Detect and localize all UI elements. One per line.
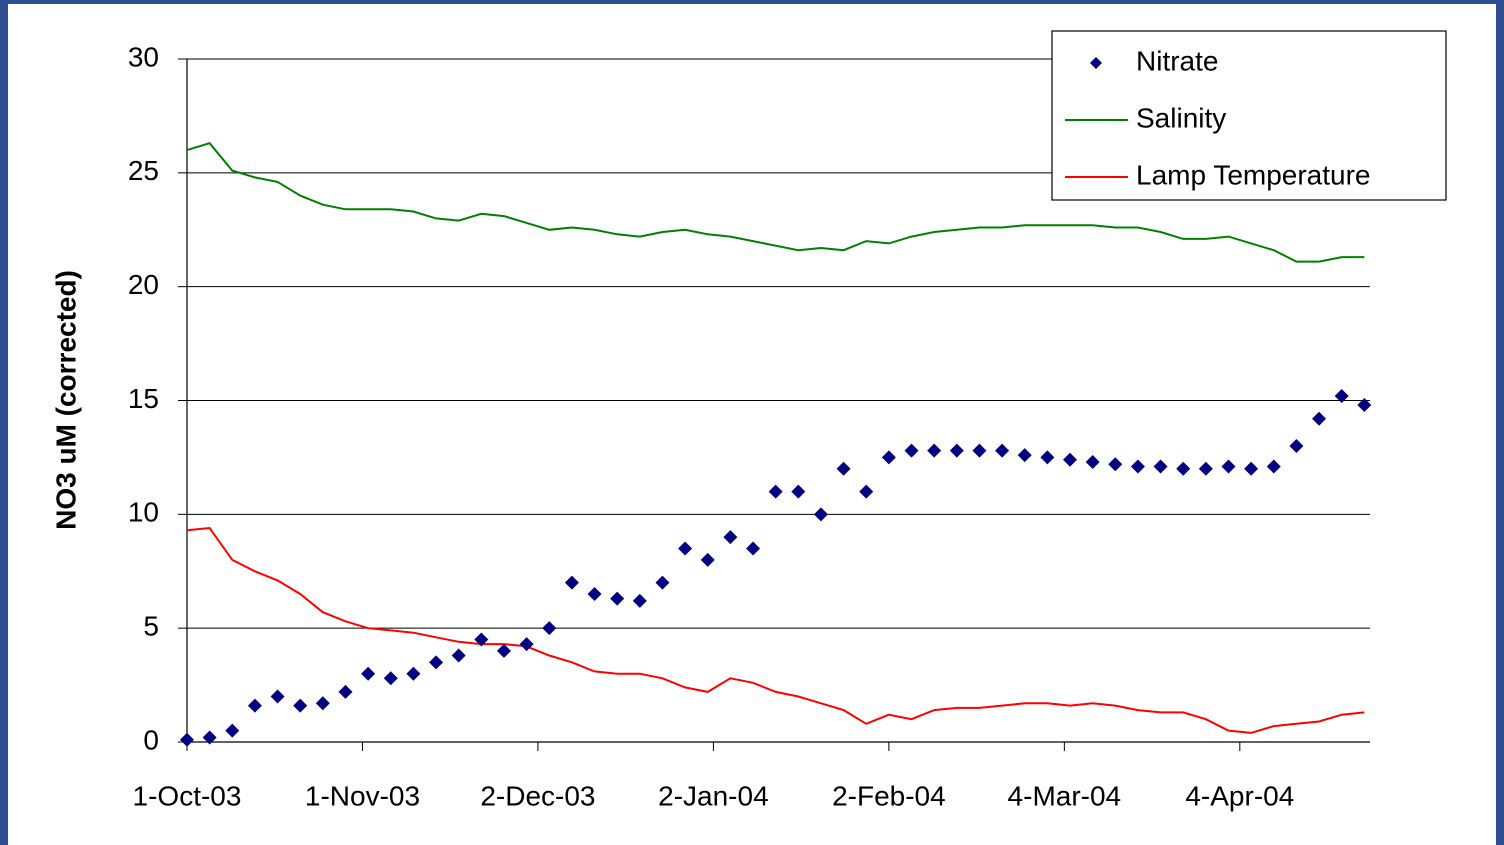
nitrate-point [927,443,942,458]
legend-box [1051,30,1447,201]
nitrate-point [1017,448,1032,463]
nitrate-point [315,696,330,711]
nitrate-point [180,732,194,747]
nitrate-point [700,552,715,567]
nitrate-point [247,698,262,713]
nitrate-point [587,587,602,602]
series-line [186,526,1365,734]
nitrate-point [451,648,466,663]
nitrate-point [496,643,511,658]
nitrate-point [293,698,308,713]
nitrate-point [383,671,398,686]
y-tick-label: 5 [143,611,159,642]
legend-label: Salinity [1136,102,1226,133]
nitrate-point [1289,439,1304,454]
nitrate-point [995,443,1010,458]
y-tick-label: 30 [128,41,159,72]
x-tick-label: 4-Mar-04 [1008,780,1122,811]
nitrate-point [1130,459,1145,474]
nitrate-point [678,541,693,556]
y-tick-label: 20 [128,269,159,300]
nitrate-point [542,621,557,636]
x-tick-label: 2-Jan-04 [658,780,769,811]
nitrate-point [1198,461,1213,476]
nitrate-point [1357,398,1372,413]
nitrate-point [1312,411,1327,426]
y-tick-label: 25 [128,155,159,186]
nitrate-point [1266,459,1281,474]
nitrate-point [972,443,987,458]
nitrate-point [723,530,738,545]
legend-label: Lamp Temperature [1136,159,1371,190]
x-tick-label: 2-Dec-03 [480,780,595,811]
legend-label: Nitrate [1136,45,1218,76]
nitrate-point [610,591,625,606]
nitrate-point [564,575,579,590]
nitrate-point [1334,388,1349,403]
x-tick-label: 2-Feb-04 [832,780,946,811]
nitrate-point [881,450,896,465]
nitrate-point [429,655,444,670]
nitrate-point [1176,461,1191,476]
nitrate-point [406,666,421,681]
nitrate-point [904,443,919,458]
nitrate-point [1153,459,1168,474]
x-tick-label: 1-Nov-03 [305,780,420,811]
nitrate-point [949,443,964,458]
nitrate-point [791,484,806,499]
nitrate-point [225,723,240,738]
x-tick-label: 4-Apr-04 [1185,780,1294,811]
nitrate-point [270,689,285,704]
nitrate-point [519,637,534,652]
nitrate-point [813,507,828,522]
y-tick-label: 10 [128,497,159,528]
nitrate-point [1221,459,1236,474]
nitrate-point [1085,454,1100,469]
nitrate-point [632,593,647,608]
series-line [186,142,1365,263]
nitrate-point [1244,461,1259,476]
nitrate-point [768,484,783,499]
y-tick-label: 15 [128,383,159,414]
nitrate-point [338,684,353,699]
nitrate-point [836,461,851,476]
nitrate-point [859,484,874,499]
nitrate-point [1108,457,1123,472]
nitrate-point [655,575,670,590]
y-axis-label: NO3 uM (corrected) [50,270,81,530]
y-tick-label: 0 [143,724,159,755]
legend-marker [1090,57,1102,69]
nitrate-point [1040,450,1055,465]
x-tick-label: 1-Oct-03 [133,780,242,811]
nitrate-point [746,541,761,556]
nitrate-point [1063,452,1078,467]
nitrate-point [202,730,217,745]
nitrate-point [361,666,376,681]
nitrate-point [474,632,489,647]
